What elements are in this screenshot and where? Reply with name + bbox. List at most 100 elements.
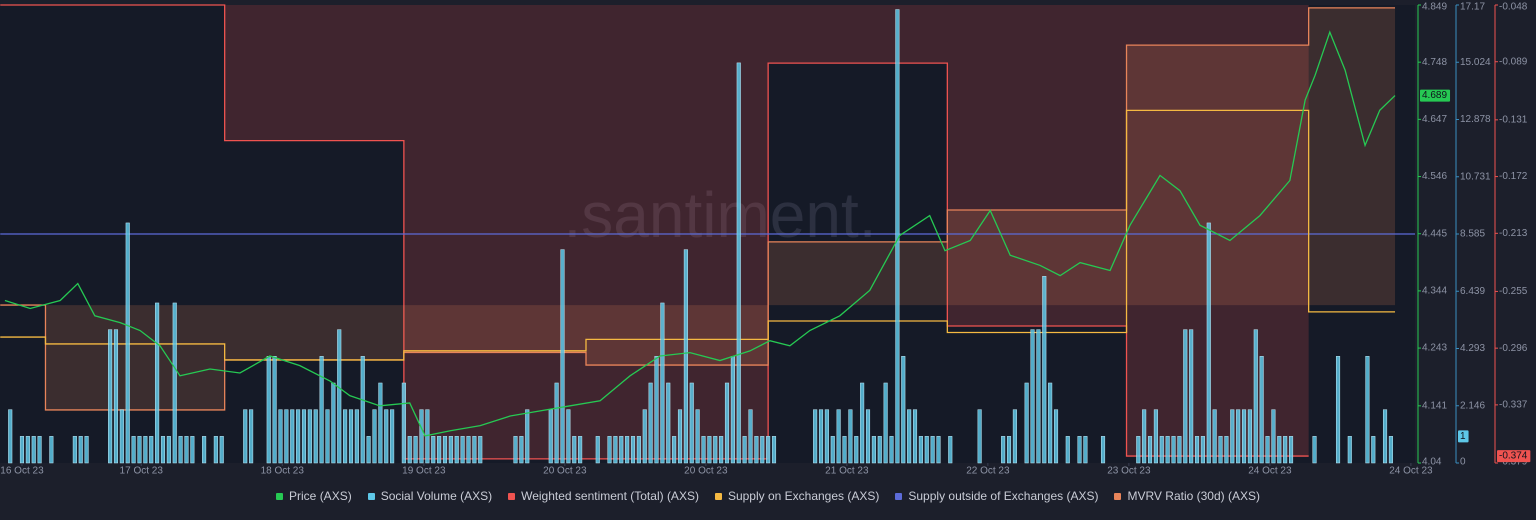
bar [390, 409, 395, 464]
y-tick-label: -0.379 [1499, 457, 1528, 468]
legend-swatch [276, 492, 284, 500]
bar [31, 436, 36, 464]
bar [724, 382, 730, 464]
bar [1006, 436, 1012, 464]
bar [648, 382, 653, 464]
bar [8, 409, 13, 464]
bar [1136, 436, 1141, 464]
bar [454, 436, 459, 464]
bar [1335, 356, 1341, 464]
x-tick-label: 24 Oct 23 [1248, 466, 1292, 477]
bar [1277, 436, 1282, 464]
bar [818, 409, 824, 464]
bar [666, 382, 671, 464]
bar [1189, 329, 1194, 464]
bar [1365, 356, 1370, 464]
bar [1271, 409, 1276, 464]
bar [1024, 382, 1029, 464]
badge-label: 4.689 [1422, 90, 1447, 101]
bar [1200, 436, 1205, 464]
legend-swatch [714, 492, 722, 500]
bar [113, 329, 119, 464]
bar [172, 302, 177, 464]
bar [348, 409, 354, 464]
bar [689, 382, 694, 464]
legend-item[interactable]: Price (AXS) [276, 489, 352, 503]
series-area [0, 5, 1309, 459]
bar [155, 302, 160, 464]
bar [1053, 409, 1059, 464]
bar [701, 436, 706, 464]
legend-item[interactable]: Supply outside of Exchanges (AXS) [895, 489, 1098, 503]
bar [219, 436, 224, 464]
bar [1347, 436, 1352, 464]
bar [918, 436, 923, 464]
bar [413, 436, 418, 464]
bar [854, 436, 859, 464]
bar [437, 436, 442, 464]
bar [384, 409, 389, 464]
bar [672, 436, 677, 464]
bar [1012, 409, 1017, 464]
bar [290, 409, 295, 464]
bar [425, 409, 430, 464]
legend-item[interactable]: MVRV Ratio (30d) (AXS) [1114, 489, 1260, 503]
bar [730, 356, 735, 464]
bar [578, 436, 583, 464]
bar [572, 436, 577, 464]
series-step [0, 7, 1396, 411]
bar [360, 356, 365, 464]
bar [513, 436, 518, 464]
legend-swatch [1114, 492, 1122, 500]
y-tick-label: 4.445 [1422, 228, 1447, 239]
bar [131, 436, 136, 464]
bar [472, 436, 477, 464]
bar [19, 436, 25, 464]
bar [213, 436, 218, 464]
bar [202, 436, 207, 464]
bar [125, 222, 130, 464]
bar [936, 436, 941, 464]
legend-label: Supply outside of Exchanges (AXS) [908, 489, 1099, 503]
y-tick-label: 4.344 [1422, 286, 1447, 297]
bar [1253, 329, 1258, 464]
y-tick-label: 4.647 [1422, 114, 1447, 125]
badge-label: 1 [1460, 431, 1466, 442]
bar [1382, 409, 1388, 464]
bar [1048, 382, 1053, 464]
legend-item[interactable]: Social Volume (AXS) [367, 489, 492, 503]
bar [448, 436, 453, 464]
bar [748, 409, 753, 464]
bar [830, 436, 835, 464]
y-tick-label: -0.172 [1499, 171, 1528, 182]
bar [249, 409, 254, 464]
bar [160, 436, 166, 464]
bar [1218, 436, 1223, 464]
y-tick-label: 4.546 [1422, 171, 1447, 182]
bar [771, 436, 777, 464]
x-tick-label: 16 Oct 23 [0, 466, 44, 477]
bar [72, 436, 77, 464]
y-tick-label: 4.849 [1422, 2, 1447, 13]
series-line [4, 30, 1396, 437]
bar [272, 356, 277, 464]
bar [642, 409, 647, 464]
bar [883, 382, 888, 464]
bar [742, 436, 747, 464]
legend-item[interactable]: Weighted sentiment (Total) (AXS) [508, 489, 699, 503]
bar [319, 356, 324, 464]
bar [1077, 436, 1082, 464]
legend-item[interactable]: Supply on Exchanges (AXS) [714, 489, 879, 503]
y-tick-label: 6.439 [1460, 286, 1485, 297]
bar [554, 382, 559, 464]
bar [683, 249, 688, 464]
bar [1288, 436, 1294, 464]
series-area [0, 7, 1396, 410]
bar [278, 409, 283, 464]
bar [1065, 436, 1070, 464]
bar [1183, 329, 1188, 464]
bar [1247, 409, 1252, 464]
y-tick-label: -0.131 [1499, 114, 1528, 125]
bar [1241, 409, 1247, 464]
y-tick-label: -0.213 [1499, 228, 1528, 239]
